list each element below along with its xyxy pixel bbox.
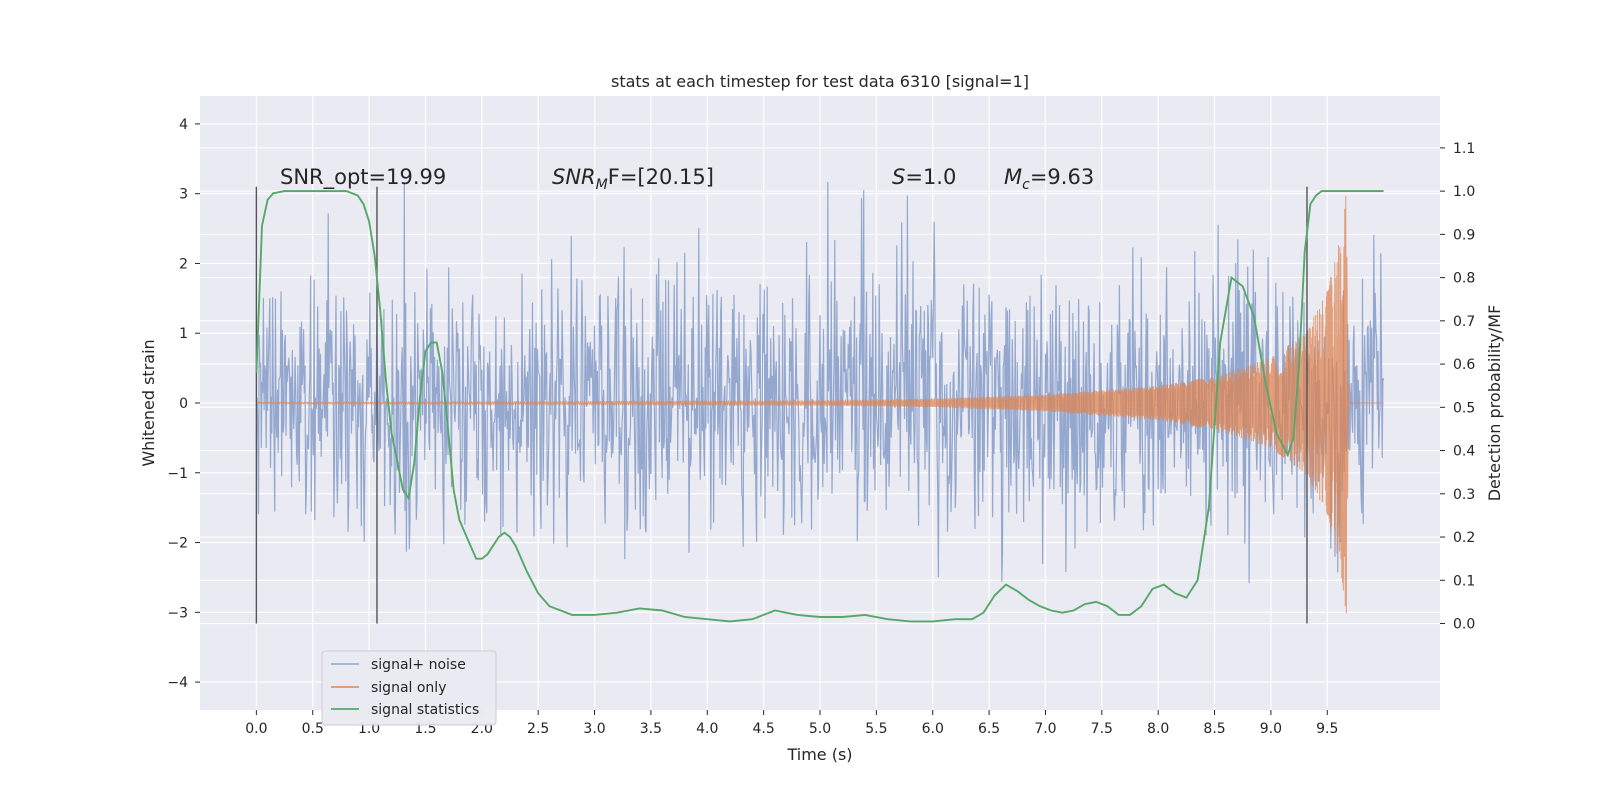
y2-tick-label: 0.8	[1453, 271, 1475, 287]
x-tick-label: 8.0	[1147, 721, 1169, 737]
annotation-snr-opt: SNR_opt=19.99	[280, 165, 446, 190]
y-tick-label: −3	[167, 605, 188, 621]
legend-label-signal-plus-noise: signal+ noise	[371, 657, 466, 673]
annotation-s: S=1.0	[892, 165, 956, 189]
y2-axis-label: Detection probability/MF	[1485, 305, 1504, 502]
legend: signal+ noise signal only signal statist…	[321, 650, 497, 726]
legend-label-signal-statistics: signal statistics	[371, 702, 479, 718]
x-tick-label: 2.5	[527, 721, 549, 737]
y2-tick-label: 0.5	[1453, 400, 1475, 416]
x-tick-label: 6.5	[978, 721, 1000, 737]
statistics-line	[255, 190, 1384, 623]
x-tick-label: 3.0	[583, 721, 605, 737]
y-tick-label: −4	[167, 675, 188, 691]
series-signal-statistics	[255, 190, 1384, 623]
y2-tick-label: 0.1	[1453, 573, 1475, 589]
x-tick-label: 0.0	[245, 721, 267, 737]
annotation-mc-rest: =9.63	[1030, 165, 1094, 189]
x-tick-label: 8.5	[1203, 721, 1225, 737]
annotation-snr-mf-sub: M	[596, 177, 608, 193]
chart-title: stats at each timestep for test data 631…	[611, 72, 1029, 91]
annotation-mc: Mc=9.63	[1004, 165, 1094, 193]
y-tick-label: 3	[179, 187, 188, 203]
annotation-s-main: S	[892, 165, 905, 189]
y-tick-label: −2	[167, 536, 188, 552]
x-tick-label: 7.0	[1034, 721, 1056, 737]
x-tick-label: 7.5	[1091, 721, 1113, 737]
legend-box	[321, 650, 497, 726]
vertical-markers	[255, 186, 1308, 624]
annotation-mc-main: M	[1004, 165, 1022, 189]
x-tick-label: 0.5	[302, 721, 324, 737]
annotation-s-rest: =1.0	[905, 165, 956, 189]
y-axis-label: Whitened strain	[139, 339, 158, 466]
y2-tick-label: 1.0	[1453, 184, 1475, 200]
annotation-mc-sub: c	[1022, 177, 1030, 193]
y2-tick-label: 0.0	[1453, 617, 1475, 633]
y-tick-label: 1	[179, 326, 188, 342]
x-tick-label: 4.5	[753, 721, 775, 737]
x-tick-label: 3.5	[640, 721, 662, 737]
y-tick-label: −1	[167, 466, 188, 482]
y2-tick-label: 0.2	[1453, 530, 1475, 546]
y2-tick-label: 0.7	[1453, 314, 1475, 330]
annotation-snr-mf: SNRMF=[20.15]	[552, 165, 714, 193]
y2-axis-ticks: 1.1 1.0 0.9 0.8 0.7 0.6 0.5 0.4 0.3 0.2 0.1 0.0	[1440, 141, 1475, 633]
y2-tick-label: 0.6	[1453, 357, 1475, 373]
signal-line	[255, 195, 1384, 614]
y-axis-ticks: 4 3 2 1 0 −1 −2 −3 −4	[167, 117, 200, 691]
x-tick-label: 5.0	[809, 721, 831, 737]
y-tick-label: 0	[179, 396, 188, 412]
y2-tick-label: 0.9	[1453, 227, 1475, 243]
annotation-snr-mf-main: SNR	[552, 165, 596, 189]
x-tick-label: 9.0	[1260, 721, 1282, 737]
x-tick-label: 5.5	[865, 721, 887, 737]
x-tick-label: 9.5	[1316, 721, 1338, 737]
annotation-snr-mf-rest: F=[20.15]	[608, 165, 714, 189]
x-axis-ticks: 0.0 0.5 1.0 1.5 2.0 2.5 3.0 3.5 4.0 4.5 5.0 5.5 6.0 6…	[245, 710, 1338, 737]
y2-tick-label: 1.1	[1453, 141, 1475, 157]
y2-tick-label: 0.4	[1453, 444, 1475, 460]
y-tick-label: 4	[179, 117, 188, 133]
x-axis-label: Time (s)	[786, 745, 852, 764]
x-tick-label: 4.0	[696, 721, 718, 737]
y-tick-label: 2	[179, 256, 188, 272]
series-signal-only	[255, 195, 1384, 614]
legend-label-signal-only: signal only	[371, 680, 446, 696]
y2-tick-label: 0.3	[1453, 487, 1475, 503]
x-tick-label: 6.0	[922, 721, 944, 737]
